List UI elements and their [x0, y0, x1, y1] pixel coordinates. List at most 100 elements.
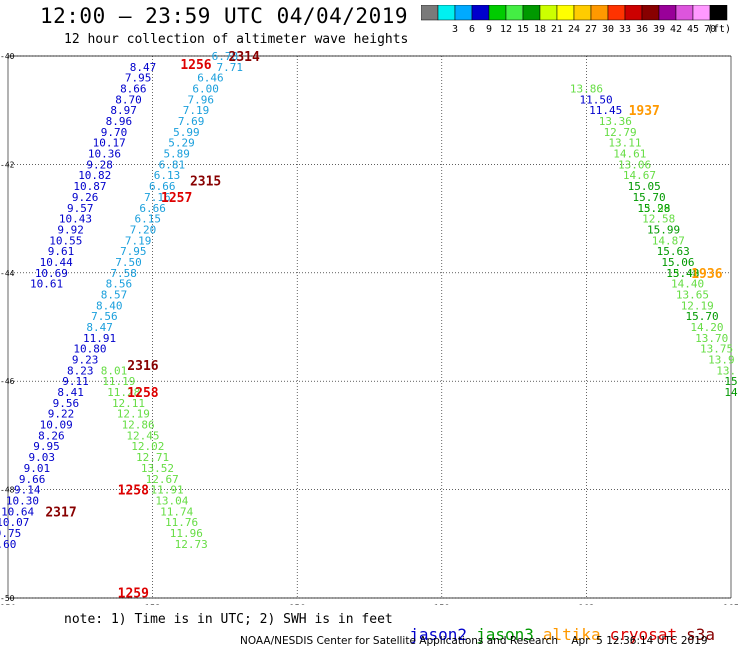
swh-value-label: 8.41	[57, 386, 84, 399]
legend-s3a: s3a	[686, 625, 715, 644]
swh-value-label: 6.46	[197, 72, 224, 85]
y-tick-label: -42	[0, 160, 15, 169]
pass-time-label: 2314	[229, 50, 260, 65]
swh-value-label: 8.56	[106, 278, 133, 291]
swh-value-label: 12.19	[117, 408, 150, 421]
swh-value-label: 13.99	[637, 202, 670, 215]
swh-value-label: 15	[724, 375, 737, 388]
footnote: note: 1) Time is in UTC; 2) SWH is in fe…	[64, 612, 393, 627]
swh-value-label: 12.58	[642, 213, 675, 226]
colorbar-label: 15	[517, 24, 529, 35]
swh-value-label: 7.20	[130, 223, 157, 236]
swh-value-label: 8.26	[38, 429, 65, 442]
x-tick-label: 159	[434, 604, 450, 605]
swh-value-label: 8.97	[110, 104, 137, 117]
swh-value-label: 13.	[716, 364, 736, 377]
swh-value-label: 15.63	[657, 245, 690, 258]
swh-value-label: 7.71	[216, 61, 243, 74]
swh-value-label: 11.45	[589, 104, 622, 117]
swh-value-label: 12.45	[126, 429, 159, 442]
wave-height-plot: 150 153 156 159 162 165 -40 -42 -44 -46 -48 -50 6.7…	[0, 50, 739, 605]
swh-value-label: 10.17	[93, 137, 126, 150]
swh-value-label: 7.95	[120, 245, 147, 258]
swh-value-label: 9.01	[24, 462, 51, 475]
swh-value-label: 6.66	[149, 180, 176, 193]
swh-value-label: 7.19	[183, 104, 210, 117]
swh-value-label: 11.74	[160, 505, 193, 518]
swh-value-label: 14.61	[613, 148, 646, 161]
swh-value-label: 15.99	[647, 223, 680, 236]
chart-subtitle: 12 hour collection of altimeter wave hei…	[64, 32, 409, 47]
legend-jason2: jason2	[409, 625, 468, 644]
swh-value-label: 12.67	[146, 473, 179, 486]
satellite-legend: jason2 jason3 altika cryosat s3a	[390, 606, 724, 644]
swh-value-label: 14	[724, 386, 738, 399]
colorbar-label: 6	[469, 24, 475, 35]
swh-value-label: 9.66	[19, 473, 46, 486]
pass-time-label: 1257	[161, 191, 192, 206]
swh-value-label: 6.78	[212, 50, 239, 63]
colorbar-swatch	[709, 5, 728, 21]
swh-value-label: 10.43	[59, 213, 92, 226]
swh-value-label: 10.82	[78, 169, 111, 182]
swh-value-label: 9.26	[72, 191, 99, 204]
swh-value-label: 8.57	[101, 288, 128, 301]
swh-value-label: 8.70	[115, 93, 142, 106]
swh-value-label: 8.47	[130, 61, 157, 74]
pass-time-label: 1256	[180, 58, 211, 73]
swh-value-label: 9.28	[86, 158, 113, 171]
y-tick-label: -44	[0, 269, 15, 278]
x-tick-label: 162	[578, 604, 594, 605]
swh-value-label: 7.19	[125, 234, 152, 247]
swh-value-label: 13.9	[708, 354, 735, 367]
swh-value-label: 13.06	[618, 158, 651, 171]
swh-value-label: 14.67	[623, 169, 656, 182]
swh-value-label: 12.86	[122, 419, 155, 432]
swh-value-label: 12.79	[604, 126, 637, 139]
swh-value-label: 13.65	[676, 288, 709, 301]
swh-value-label: 15.28	[637, 202, 670, 215]
swh-value-label: 9.75	[0, 527, 21, 540]
swh-value-label: 15.70	[686, 310, 719, 323]
swh-value-label: 5.89	[163, 148, 190, 161]
swh-value-label: 5.99	[173, 126, 200, 139]
colorbar-label: 9	[486, 24, 492, 35]
swh-value-label: 12.11	[112, 397, 145, 410]
swh-value-label: 13.75	[700, 343, 733, 356]
swh-value-label: 10.61	[30, 278, 63, 291]
swh-value-label: 11.50	[579, 93, 612, 106]
x-tick-label: 153	[144, 604, 160, 605]
swh-value-label: 9.92	[57, 223, 84, 236]
swh-value-label: 8.23	[67, 364, 94, 377]
pass-time-label: 1258	[127, 386, 158, 401]
swh-value-label: 10.36	[88, 148, 121, 161]
swh-value-label: 14.87	[652, 234, 685, 247]
swh-value-label: 15.48	[666, 267, 699, 280]
colorbar-unit: (ft)	[707, 24, 731, 35]
pass-time-label: 1936	[691, 267, 722, 282]
swh-value-label: 9.22	[48, 408, 75, 421]
x-tick-label: 165	[723, 604, 739, 605]
swh-value-label: 13.52	[141, 462, 174, 475]
swh-value-label: 8.47	[86, 321, 113, 334]
swh-value-label: 10.07	[0, 516, 29, 529]
wave-height-colorbar: 3 6 9 12 15 18 21 24 27 30 33 36 39 42 45 70(ft)	[421, 5, 731, 35]
swh-value-label: 10.44	[40, 256, 73, 269]
swh-value-label: 15.70	[632, 191, 665, 204]
x-tick-label: 150	[0, 604, 16, 605]
y-tick-label: -46	[0, 377, 15, 386]
swh-value-label: 14.20	[690, 321, 723, 334]
swh-value-label: 9.95	[33, 440, 60, 453]
swh-value-label: 12.19	[681, 299, 714, 312]
pass-time-label: 1258	[118, 484, 149, 499]
colorbar-label: 30	[602, 24, 614, 35]
colorbar-label: 3	[452, 24, 458, 35]
x-tick-label: 156	[289, 604, 305, 605]
colorbar-label: 27	[585, 24, 597, 35]
swh-value-label: 11.19	[102, 375, 135, 388]
swh-value-label: 8.66	[120, 83, 147, 96]
swh-value-label: 6.81	[159, 158, 186, 171]
legend-jason3: jason3	[476, 625, 534, 644]
legend-altika: altika	[542, 625, 601, 644]
